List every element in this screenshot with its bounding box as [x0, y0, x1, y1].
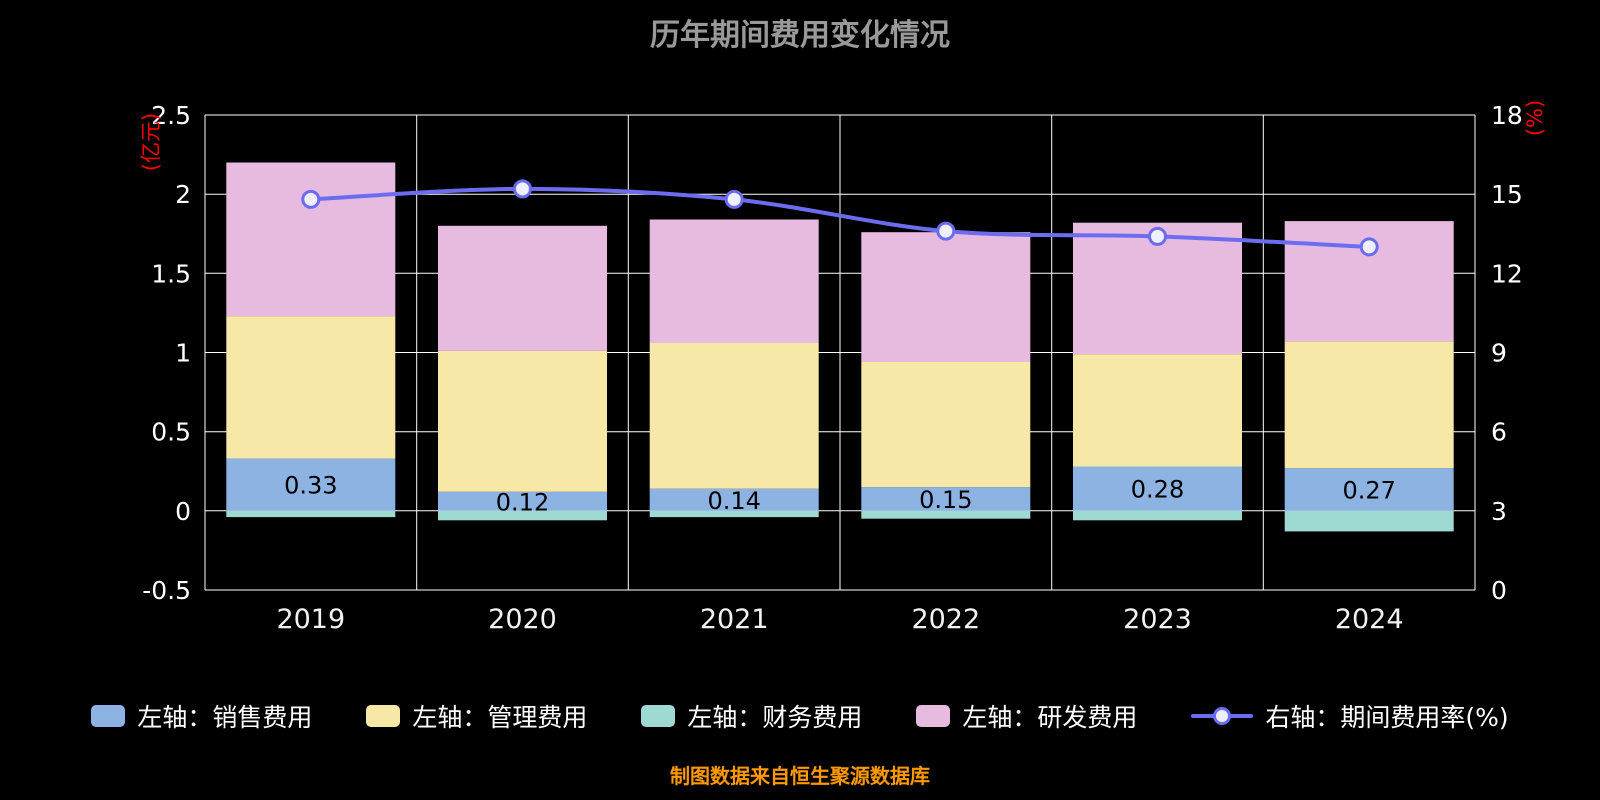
legend-item-rd[interactable]: 左轴：研发费用 [916, 698, 1137, 734]
bar-management-2024 [1284, 341, 1454, 469]
y-axis-tick-left: 2.5 [151, 101, 191, 130]
rate-line [308, 186, 1372, 249]
rate-marker-2024 [1359, 237, 1379, 257]
source-note: 制图数据来自恒生聚源数据库 [670, 764, 930, 788]
legend-label: 左轴：研发费用 [962, 703, 1138, 732]
bar-value-label: 0.12 [496, 488, 549, 516]
legend-swatch-icon [366, 705, 401, 727]
x-axis-label: 2023 [1123, 604, 1192, 635]
legend-label: 右轴：期间费用率(%) [1265, 703, 1509, 732]
y-axis-tick-right: 0 [1491, 576, 1507, 605]
rate-marker-2023 [1148, 226, 1167, 246]
bar-sales-2022 [861, 487, 1031, 511]
rate-marker-2019 [301, 189, 321, 209]
bar-management-2022 [861, 362, 1031, 488]
chart-title: 历年期间费用变化情况 [650, 18, 950, 53]
y-axis-tick-right: 3 [1491, 497, 1507, 526]
rate-marker-2021 [724, 189, 744, 209]
bar-rd-2019 [226, 162, 396, 317]
legend-item-rate[interactable]: 右轴：期间费用率(%) [1191, 698, 1509, 734]
bar-value-label: 0.33 [284, 472, 337, 500]
rate-marker-2020 [513, 179, 532, 199]
y-axis-tick-left: 0 [175, 497, 191, 526]
legend-label: 左轴：管理费用 [412, 703, 588, 732]
bar-sales-2020 [438, 491, 607, 511]
bar-finance-2020 [438, 510, 607, 521]
legend-swatch-icon [916, 705, 951, 727]
legend-item-management[interactable]: 左轴：管理费用 [366, 698, 587, 734]
y-axis-tick-left: 2 [175, 180, 191, 209]
bar-value-label: 0.27 [1342, 477, 1395, 505]
legend-swatch-icon [641, 705, 676, 727]
right-axis-unit: (%) [1523, 100, 1547, 136]
legend: 左轴：销售费用 左轴：管理费用 左轴：财务费用 左轴：研发费用 右轴：期间费用率(%) [0, 698, 1600, 734]
left-axis-unit: (亿元) [139, 113, 163, 171]
bar-finance-2021 [649, 510, 819, 518]
bar-finance-2022 [861, 510, 1031, 519]
bar-value-label: 0.14 [707, 487, 760, 515]
bar-finance-2019 [226, 510, 396, 518]
bar-sales-2021 [649, 488, 819, 511]
bar-value-label: 0.15 [919, 486, 972, 514]
bar-value-label: 0.28 [1131, 476, 1184, 504]
legend-item-sales[interactable]: 左轴：销售费用 [91, 698, 312, 734]
bar-management-2020 [438, 350, 607, 492]
legend-swatch-icon [91, 705, 126, 727]
bar-rd-2022 [861, 232, 1031, 362]
y-axis-tick-left: 1 [175, 339, 191, 368]
bar-rd-2021 [649, 219, 819, 343]
bar-finance-2024 [1284, 510, 1454, 532]
y-axis-tick-right: 18 [1491, 101, 1523, 130]
bar-sales-2024 [1284, 468, 1454, 511]
bar-sales-2023 [1073, 466, 1242, 511]
y-axis-tick-right: 9 [1491, 339, 1507, 368]
bar-management-2021 [649, 343, 819, 489]
y-axis-tick-right: 6 [1491, 418, 1507, 447]
y-axis-tick-left: -0.5 [142, 576, 191, 605]
y-axis-tick-left: 0.5 [151, 418, 191, 447]
bar-rd-2020 [438, 225, 607, 351]
bar-finance-2023 [1073, 510, 1242, 521]
bar-management-2023 [1073, 354, 1242, 467]
bar-sales-2019 [226, 458, 396, 511]
bar-management-2019 [226, 316, 396, 459]
rate-marker-2022 [936, 221, 956, 241]
x-axis-label: 2020 [488, 604, 557, 635]
x-axis-label: 2024 [1335, 604, 1404, 635]
legend-label: 左轴：财务费用 [687, 703, 863, 732]
legend-item-finance[interactable]: 左轴：财务费用 [641, 698, 862, 734]
y-axis-tick-right: 15 [1491, 180, 1523, 209]
legend-label: 左轴：销售费用 [137, 703, 313, 732]
y-axis-tick-right: 12 [1491, 259, 1523, 288]
y-axis-tick-left: 1.5 [151, 259, 191, 288]
x-axis-label: 2019 [276, 604, 345, 635]
legend-line-marker-icon [1191, 705, 1254, 727]
x-axis-label: 2021 [700, 604, 769, 635]
x-axis-label: 2022 [911, 604, 980, 635]
